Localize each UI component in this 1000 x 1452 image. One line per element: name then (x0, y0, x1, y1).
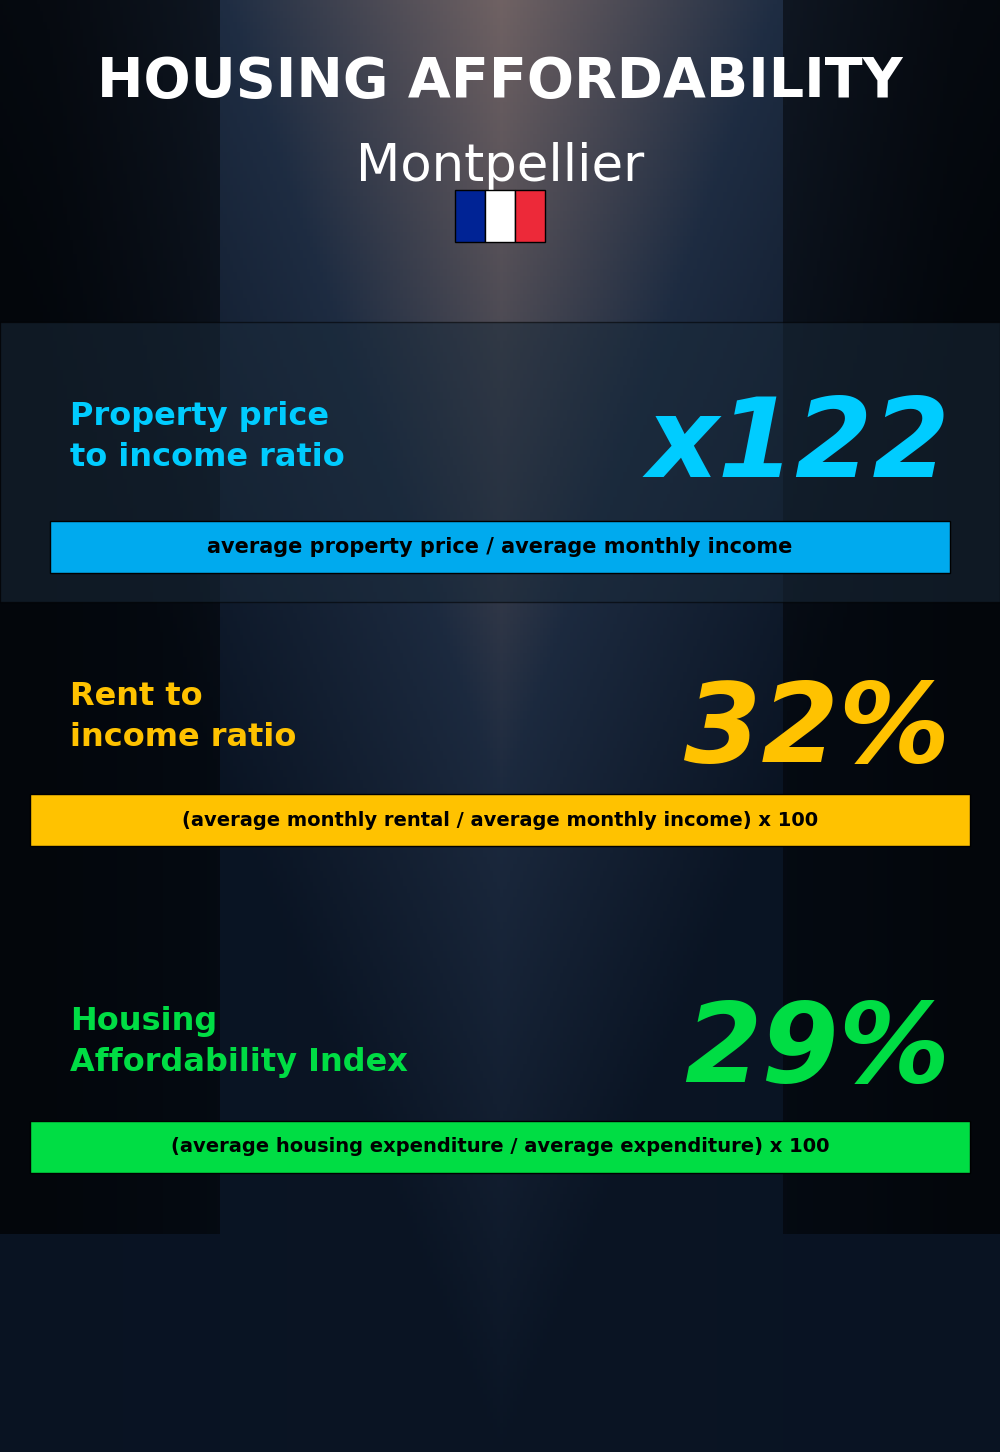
Text: average property price / average monthly income: average property price / average monthly… (207, 537, 793, 558)
FancyBboxPatch shape (0, 322, 1000, 603)
Text: HOUSING AFFORDABILITY: HOUSING AFFORDABILITY (97, 55, 903, 109)
FancyBboxPatch shape (30, 1121, 970, 1173)
Text: 32%: 32% (684, 678, 950, 786)
Text: Montpellier: Montpellier (356, 142, 644, 192)
Text: 29%: 29% (684, 999, 950, 1105)
Text: Rent to
income ratio: Rent to income ratio (70, 681, 296, 754)
FancyBboxPatch shape (485, 190, 515, 242)
FancyBboxPatch shape (50, 521, 950, 574)
Text: Property price
to income ratio: Property price to income ratio (70, 401, 345, 473)
Text: Housing
Affordability Index: Housing Affordability Index (70, 1006, 408, 1079)
FancyBboxPatch shape (30, 794, 970, 847)
FancyBboxPatch shape (515, 190, 545, 242)
Text: (average housing expenditure / average expenditure) x 100: (average housing expenditure / average e… (171, 1137, 829, 1156)
Text: (average monthly rental / average monthly income) x 100: (average monthly rental / average monthl… (182, 810, 818, 829)
Text: x122: x122 (646, 393, 950, 501)
FancyBboxPatch shape (455, 190, 485, 242)
